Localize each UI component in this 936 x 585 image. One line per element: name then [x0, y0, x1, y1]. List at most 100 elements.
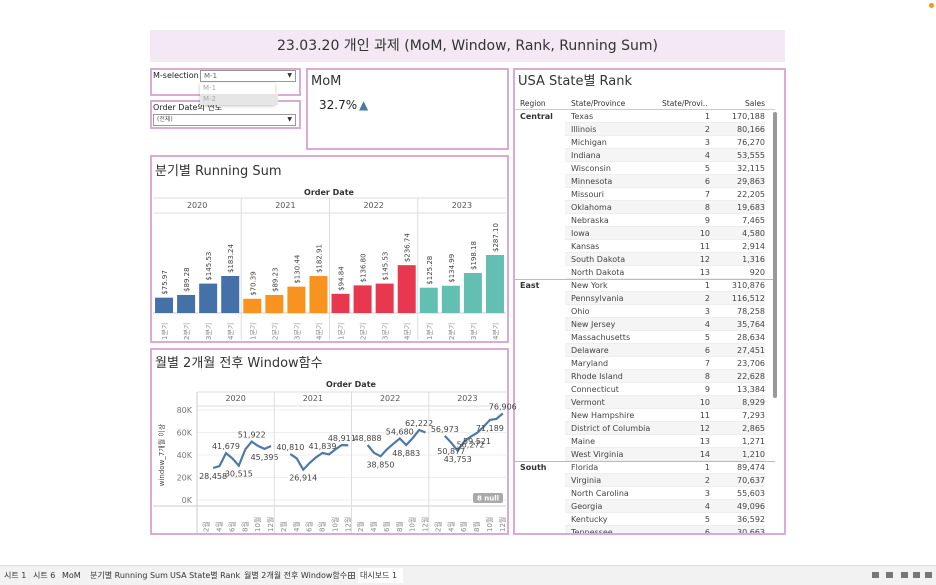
- data-label: 41,839: [309, 442, 337, 451]
- nav-button[interactable]: [901, 572, 908, 578]
- scrollbar-thumb[interactable]: [773, 112, 777, 398]
- row-band: [565, 500, 765, 513]
- dashboard-icon: [348, 572, 355, 579]
- rank-cell: 6: [704, 528, 710, 533]
- dropdown[interactable]: M-1 ▼: [200, 70, 296, 82]
- row-band: [565, 370, 765, 383]
- title-bar: [150, 30, 785, 62]
- sheet-tab[interactable]: 월별 2개월 전후 Window함수: [244, 571, 348, 580]
- sales-cell: 8,929: [742, 398, 765, 407]
- x-tick-label: 10월: [330, 517, 339, 532]
- x-tick-label: 8월: [395, 521, 404, 532]
- sales-cell: 19,683: [737, 203, 765, 212]
- nav-button[interactable]: [913, 572, 920, 578]
- rank-cell: 14: [699, 450, 710, 459]
- group-rule: [515, 279, 775, 280]
- mom-panel: [306, 68, 509, 150]
- row-band: [565, 266, 765, 279]
- sales-cell: 7,465: [742, 216, 765, 225]
- dropdown-option[interactable]: M-1: [203, 84, 217, 92]
- row-band: [565, 188, 765, 201]
- axis-title: Order Date: [304, 188, 354, 197]
- state-cell: Kansas: [571, 242, 600, 251]
- x-tick-label: 10월: [253, 517, 262, 532]
- filter-label: Order Date의 연도: [153, 103, 223, 112]
- rank-cell: 13: [699, 437, 710, 446]
- row-band: [565, 435, 765, 448]
- row-band: [565, 396, 765, 409]
- dropdown[interactable]: (전체) ▼: [153, 114, 296, 126]
- data-label: $130.44: [293, 254, 301, 283]
- sales-cell: 4,580: [742, 229, 765, 238]
- data-label: 30,515: [225, 470, 253, 479]
- sales-cell: 116,512: [731, 294, 765, 303]
- state-cell: Connecticut: [571, 385, 619, 394]
- data-label: 48,911: [328, 434, 356, 443]
- rank-cell: 2: [704, 125, 710, 134]
- sales-cell: 1,271: [742, 437, 765, 446]
- data-label: $183.24: [227, 243, 235, 272]
- sheet-tab[interactable]: 시트 6: [33, 571, 56, 580]
- data-label: $89.28: [183, 267, 191, 292]
- rank-cell: 1: [704, 281, 710, 290]
- rank-cell: 1: [704, 112, 710, 121]
- line: [212, 440, 272, 470]
- x-tick-label: 12월: [421, 517, 430, 532]
- sales-cell: 70,637: [737, 476, 765, 485]
- state-cell: Minnesota: [571, 177, 613, 186]
- state-cell: Kentucky: [571, 515, 608, 524]
- sheet-tab[interactable]: USA State별 Rank: [170, 571, 241, 580]
- sales-cell: 310,876: [731, 281, 765, 290]
- sales-cell: 89,474: [737, 463, 765, 472]
- x-tick-label: 12월: [343, 517, 352, 532]
- x-tick-label: 1분기: [425, 323, 434, 340]
- row-band: [565, 422, 765, 435]
- y-tick-label: 80K: [177, 406, 193, 415]
- row-band: [565, 201, 765, 214]
- data-label: 38,850: [366, 460, 394, 469]
- bar: [155, 297, 174, 313]
- x-tick-label: 8월: [240, 521, 249, 532]
- nav-button[interactable]: [886, 572, 893, 578]
- panel-header: 2023: [452, 201, 472, 210]
- sheet-tab[interactable]: 시트 1: [4, 571, 27, 580]
- x-tick-label: 10월: [485, 517, 494, 532]
- x-tick-label: 8월: [472, 521, 481, 532]
- sheet-tab[interactable]: 대시보드 1: [358, 568, 404, 583]
- sheet-tab[interactable]: 분기별 Running Sum: [90, 571, 168, 580]
- nav-button[interactable]: [925, 572, 932, 578]
- nav-button[interactable]: [872, 572, 879, 578]
- x-tick-label: 4분기: [314, 323, 323, 340]
- row-band: [565, 461, 765, 474]
- rank-cell: 5: [704, 333, 710, 342]
- rank-cell: 13: [699, 268, 710, 277]
- state-cell: Michigan: [571, 138, 607, 147]
- row-band: [565, 162, 765, 175]
- row-band: [565, 214, 765, 227]
- x-tick-label: 6월: [459, 521, 468, 532]
- sales-cell: 27,451: [737, 346, 765, 355]
- column-header: Region: [520, 99, 546, 108]
- sheet-tab[interactable]: MoM: [62, 571, 81, 580]
- row-band: [565, 383, 765, 396]
- data-label: 48,883: [392, 449, 420, 458]
- state-cell: Virginia: [571, 476, 602, 485]
- panel-header: 2020: [187, 201, 207, 210]
- state-cell: West Virginia: [571, 450, 624, 459]
- chart-title: 분기별 Running Sum: [155, 164, 282, 179]
- panel-header: 2021: [275, 201, 295, 210]
- state-cell: Massachusetts: [571, 333, 631, 342]
- data-label: 26,914: [289, 474, 317, 483]
- bar: [463, 272, 482, 313]
- x-tick-label: 6월: [227, 521, 236, 532]
- x-tick-label: 4분기: [403, 323, 412, 340]
- rank-cell: 7: [704, 190, 710, 199]
- tab-bar: 시트 1 시트 6 MoM 분기별 Running Sum USA State별 Ran…: [0, 565, 936, 585]
- data-label: 54,680: [386, 427, 414, 436]
- state-cell: Delaware: [571, 346, 609, 355]
- dropdown-option[interactable]: M-2: [200, 94, 278, 105]
- data-label: $94.84: [338, 266, 346, 291]
- mom-value: 32.7%: [319, 98, 358, 112]
- null-indicator: 8 null: [477, 495, 499, 503]
